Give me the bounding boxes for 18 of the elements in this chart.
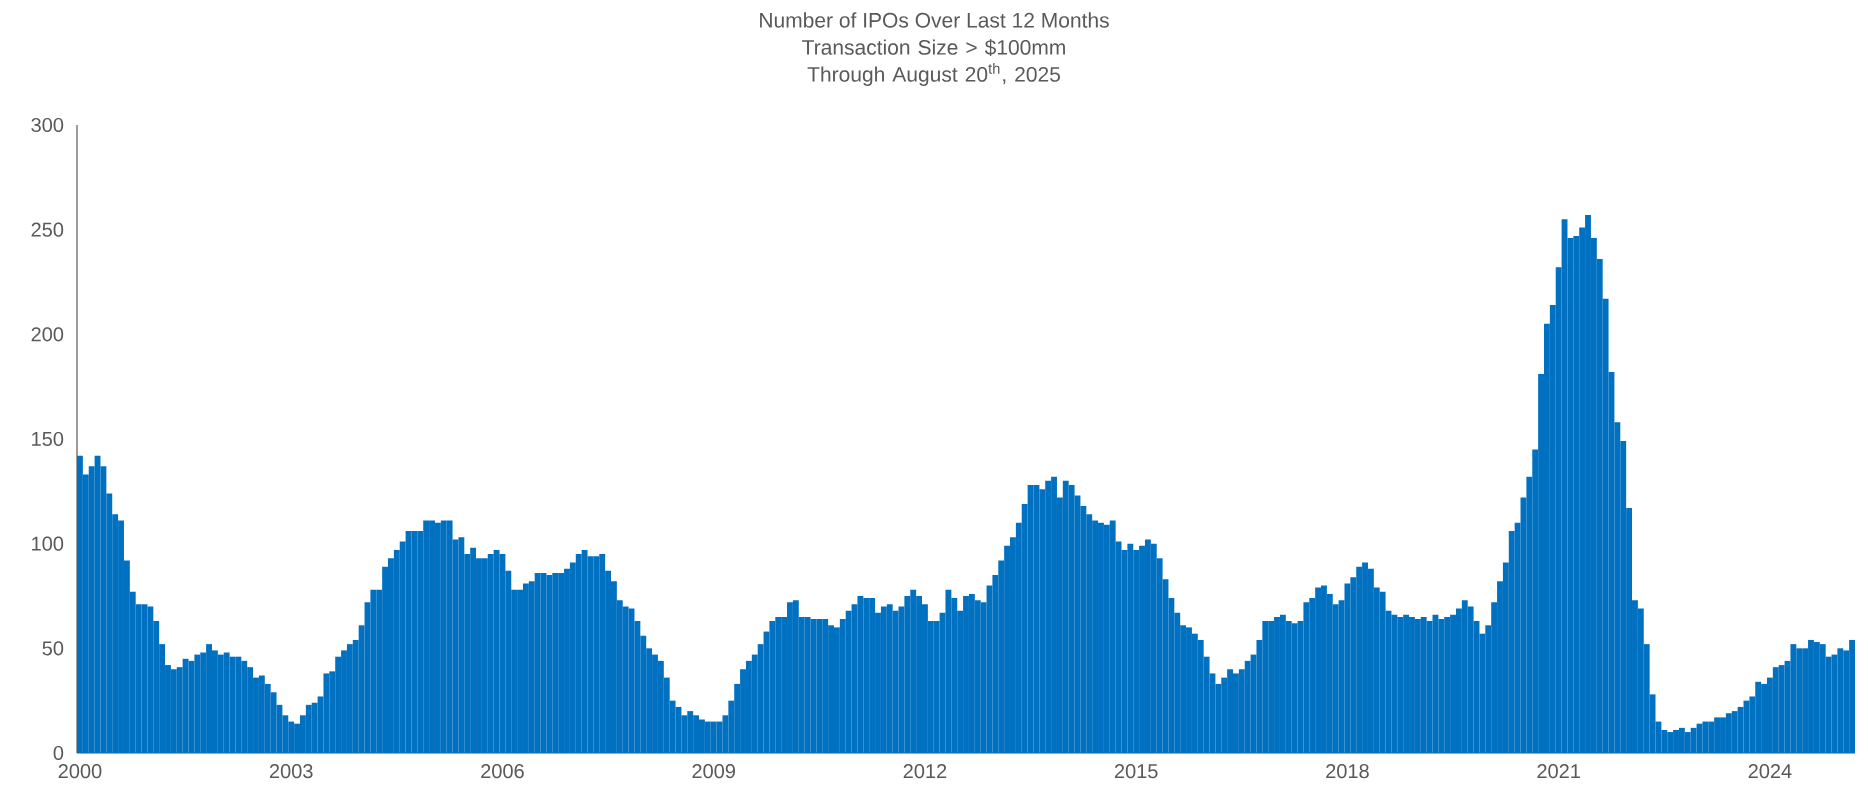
x-tick-label: 2015 [1114,764,1158,779]
x-tick-label: 2021 [1537,764,1580,779]
y-tick-label: 50 [42,641,64,656]
y-tick-label: 100 [32,536,64,551]
y-tick-label: 0 [53,745,64,761]
y-tick-label: 150 [32,431,64,447]
x-tick-label: 2006 [481,764,524,779]
chart-title: Number of IPOs Over Last 12 Months [760,12,1109,28]
x-tick-label: 2009 [692,764,735,779]
x-tick-label: 2018 [1326,764,1369,779]
x-tick-label: 2003 [269,764,313,779]
x-tick-label: 2000 [58,764,102,779]
y-tick-label: 200 [31,327,64,342]
chart-subtitle: Transaction Size > $100mm Through August 20$^{th}$, 2025 [802,39,1065,86]
x-tick-label: 2024 [1748,764,1792,779]
y-tick-label: 250 [31,222,64,237]
x-tick-label: 2012 [903,764,947,779]
y-tick-label: 300 [31,117,64,133]
